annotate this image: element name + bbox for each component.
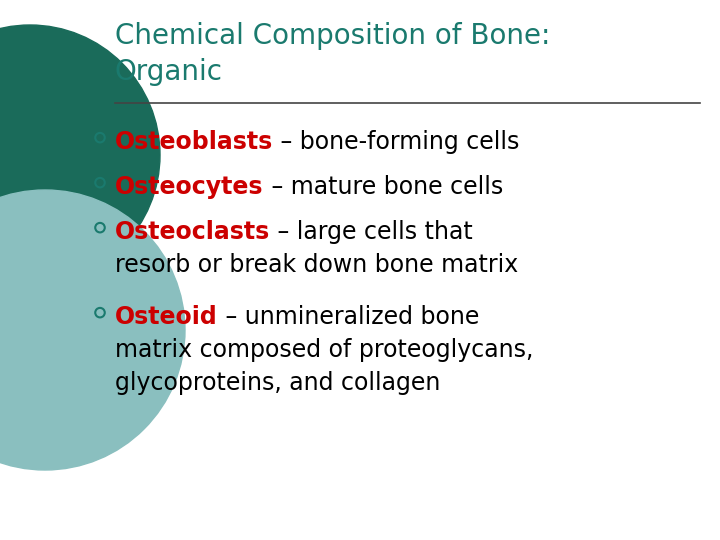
Text: – large cells that: – large cells that	[270, 220, 473, 244]
Text: matrix composed of proteoglycans,: matrix composed of proteoglycans,	[115, 338, 534, 362]
Text: Osteoblasts: Osteoblasts	[115, 130, 274, 154]
Text: Osteoid: Osteoid	[115, 305, 217, 329]
Text: glycoproteins, and collagen: glycoproteins, and collagen	[115, 371, 441, 395]
Text: Chemical Composition of Bone:: Chemical Composition of Bone:	[115, 22, 550, 50]
Text: Osteocytes: Osteocytes	[115, 175, 264, 199]
Text: Osteoclasts: Osteoclasts	[115, 220, 270, 244]
Text: – mature bone cells: – mature bone cells	[264, 175, 503, 199]
Text: – bone-forming cells: – bone-forming cells	[274, 130, 520, 154]
Circle shape	[0, 25, 160, 285]
Text: resorb or break down bone matrix: resorb or break down bone matrix	[115, 253, 518, 277]
Text: Organic: Organic	[115, 58, 223, 86]
Circle shape	[0, 190, 185, 470]
Text: – unmineralized bone: – unmineralized bone	[217, 305, 479, 329]
